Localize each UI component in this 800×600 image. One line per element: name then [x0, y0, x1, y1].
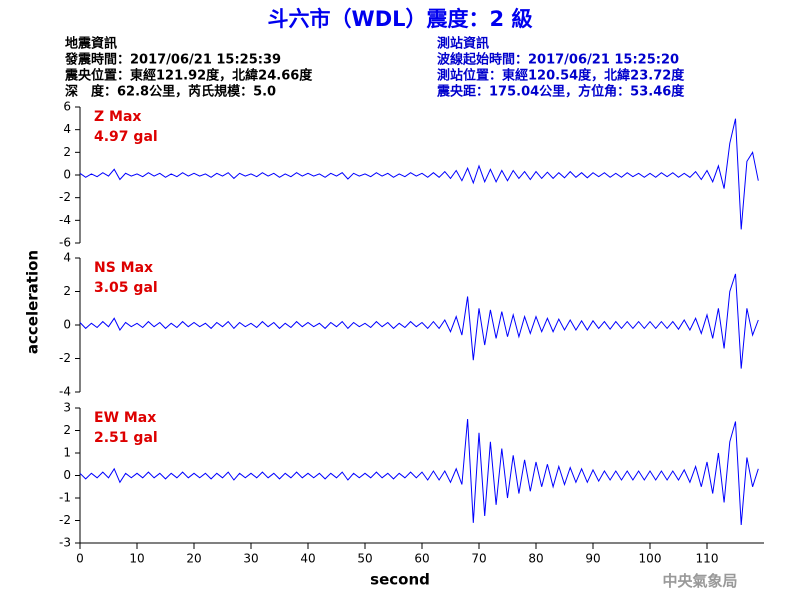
x-tick-label: 60	[414, 552, 429, 566]
header-left: 發震時間：2017/06/21 15:25:39	[64, 52, 281, 68]
chart-title: 斗六市（WDL）震度：2 級	[268, 7, 533, 31]
x-tick-label: 30	[243, 552, 258, 566]
y-axis-label: acceleration	[24, 250, 42, 354]
header-right: 測站資訊	[437, 36, 489, 52]
x-tick-label: 100	[639, 552, 662, 566]
waveform	[79, 118, 759, 230]
x-tick-label: 90	[585, 552, 600, 566]
header-right: 震央距：175.04公里，方位角：53.46度	[436, 84, 685, 100]
x-tick-label: 10	[129, 552, 144, 566]
y-tick-label: 3	[63, 401, 71, 415]
y-tick-label: -6	[59, 236, 71, 250]
y-tick-label: 6	[63, 100, 71, 114]
trace-max: 3.05 gal	[94, 280, 158, 296]
y-tick-label: 4	[63, 251, 71, 265]
y-tick-label: -3	[59, 536, 71, 550]
x-tick-label: 70	[471, 552, 486, 566]
trace-max: 4.97 gal	[94, 129, 158, 145]
y-tick-label: 2	[63, 145, 71, 159]
trace-max: 2.51 gal	[94, 430, 158, 446]
header-left: 震央位置：東經121.92度，北緯24.66度	[64, 68, 313, 84]
trace-label: NS Max	[94, 260, 153, 276]
x-tick-label: 40	[300, 552, 315, 566]
y-tick-label: -2	[59, 190, 71, 204]
x-tick-label: 110	[696, 552, 719, 566]
y-tick-label: 0	[63, 318, 71, 332]
y-tick-label: -4	[59, 385, 71, 399]
header-left: 深 度：62.8公里，芮氏規模：5.0	[65, 84, 276, 100]
credit: 中央氣象局	[662, 572, 737, 590]
y-tick-label: 0	[63, 468, 71, 482]
x-tick-label: 20	[186, 552, 201, 566]
y-tick-label: 2	[63, 284, 71, 298]
trace-label: Z Max	[94, 109, 141, 125]
x-tick-label: 50	[357, 552, 372, 566]
y-tick-label: -2	[59, 351, 71, 365]
y-tick-label: 0	[63, 168, 71, 182]
header-right: 測站位置：東經120.54度，北緯23.72度	[437, 68, 685, 84]
waveform	[79, 273, 759, 369]
header-right: 波線起始時間：2017/06/21 15:25:20	[437, 52, 679, 68]
y-tick-label: 4	[63, 122, 71, 136]
waveform	[79, 418, 759, 526]
x-tick-label: 80	[528, 552, 543, 566]
x-axis-label: second	[370, 571, 430, 589]
y-tick-label: -4	[59, 213, 71, 227]
x-tick-label: 0	[76, 552, 84, 566]
trace-label: EW Max	[94, 410, 156, 426]
y-tick-label: 1	[63, 446, 71, 460]
y-tick-label: -1	[59, 491, 71, 505]
y-tick-label: -2	[59, 513, 71, 527]
header-left: 地震資訊	[65, 36, 117, 52]
y-tick-label: 2	[63, 423, 71, 437]
